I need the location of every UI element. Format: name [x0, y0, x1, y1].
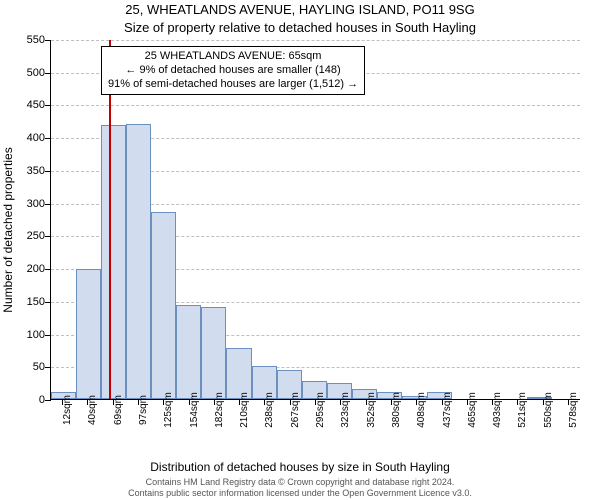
x-tick-label: 182sqm: [214, 392, 225, 428]
x-tick-label: 380sqm: [391, 392, 402, 428]
y-tick: [45, 204, 51, 205]
footer-line2: Contains public sector information licen…: [0, 488, 600, 498]
x-tick-label: 352sqm: [366, 392, 377, 428]
histogram-bar: [201, 307, 226, 399]
y-tick-label: 200: [27, 263, 45, 275]
y-tick: [45, 236, 51, 237]
y-tick-label: 550: [27, 34, 45, 46]
y-tick-label: 100: [27, 329, 45, 341]
y-tick: [45, 335, 51, 336]
annotation-line3: 91% of semi-detached houses are larger (…: [108, 78, 358, 92]
x-tick-label: 437sqm: [442, 392, 453, 428]
x-tick-label: 97sqm: [138, 395, 149, 425]
x-tick-label: 12sqm: [62, 395, 73, 425]
x-tick-label: 238sqm: [264, 392, 275, 428]
y-tick-label: 300: [27, 198, 45, 210]
x-tick-label: 465sqm: [467, 392, 478, 428]
histogram-bar: [151, 212, 176, 399]
x-tick-label: 493sqm: [492, 392, 503, 428]
x-tick-label: 154sqm: [189, 392, 200, 428]
plot-area: 05010015020025030035040045050055012sqm40…: [50, 40, 580, 400]
gridline-h: [51, 40, 580, 41]
annotation-line1: 25 WHEATLANDS AVENUE: 65sqm: [108, 50, 358, 64]
y-tick-label: 0: [39, 394, 45, 406]
x-tick-label: 408sqm: [416, 392, 427, 428]
title-subtitle: Size of property relative to detached ho…: [0, 20, 600, 35]
x-tick-label: 40sqm: [87, 395, 98, 425]
x-tick-label: 323sqm: [340, 392, 351, 428]
y-tick-label: 250: [27, 230, 45, 242]
y-tick-label: 50: [33, 361, 45, 373]
histogram-bar: [126, 124, 151, 399]
histogram-bar: [76, 269, 101, 399]
x-axis-label: Distribution of detached houses by size …: [0, 460, 600, 474]
y-tick: [45, 400, 51, 401]
y-tick: [45, 302, 51, 303]
x-tick-label: 521sqm: [517, 392, 528, 428]
y-tick-label: 450: [27, 99, 45, 111]
gridline-h: [51, 105, 580, 106]
x-tick-label: 125sqm: [163, 392, 174, 428]
y-tick-label: 350: [27, 165, 45, 177]
y-tick-label: 400: [27, 132, 45, 144]
y-tick: [45, 73, 51, 74]
x-tick-label: 295sqm: [315, 392, 326, 428]
x-tick-label: 69sqm: [113, 395, 124, 425]
x-tick-label: 550sqm: [543, 392, 554, 428]
y-tick: [45, 40, 51, 41]
histogram-bar: [176, 305, 201, 399]
y-tick: [45, 138, 51, 139]
histogram-bar: [101, 125, 126, 399]
x-tick-label: 267sqm: [290, 392, 301, 428]
chart-container: { "title_line1": "25, WHEATLANDS AVENUE,…: [0, 0, 600, 500]
footer-attribution: Contains HM Land Registry data © Crown c…: [0, 477, 600, 498]
x-tick-label: 578sqm: [568, 392, 579, 428]
footer-line1: Contains HM Land Registry data © Crown c…: [0, 477, 600, 487]
y-tick: [45, 171, 51, 172]
annotation-line2: ← 9% of detached houses are smaller (148…: [108, 64, 358, 78]
y-tick: [45, 367, 51, 368]
y-tick: [45, 105, 51, 106]
y-axis-label: Number of detached properties: [1, 147, 15, 312]
title-address: 25, WHEATLANDS AVENUE, HAYLING ISLAND, P…: [0, 2, 600, 17]
x-tick-label: 210sqm: [239, 392, 250, 428]
y-tick: [45, 269, 51, 270]
y-tick-label: 500: [27, 67, 45, 79]
y-tick-label: 150: [27, 296, 45, 308]
annotation-box: 25 WHEATLANDS AVENUE: 65sqm← 9% of detac…: [101, 46, 365, 95]
